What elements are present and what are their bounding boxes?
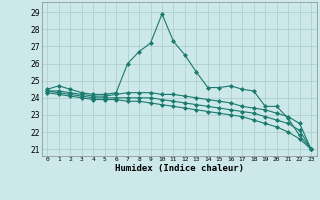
X-axis label: Humidex (Indice chaleur): Humidex (Indice chaleur) [115,164,244,173]
